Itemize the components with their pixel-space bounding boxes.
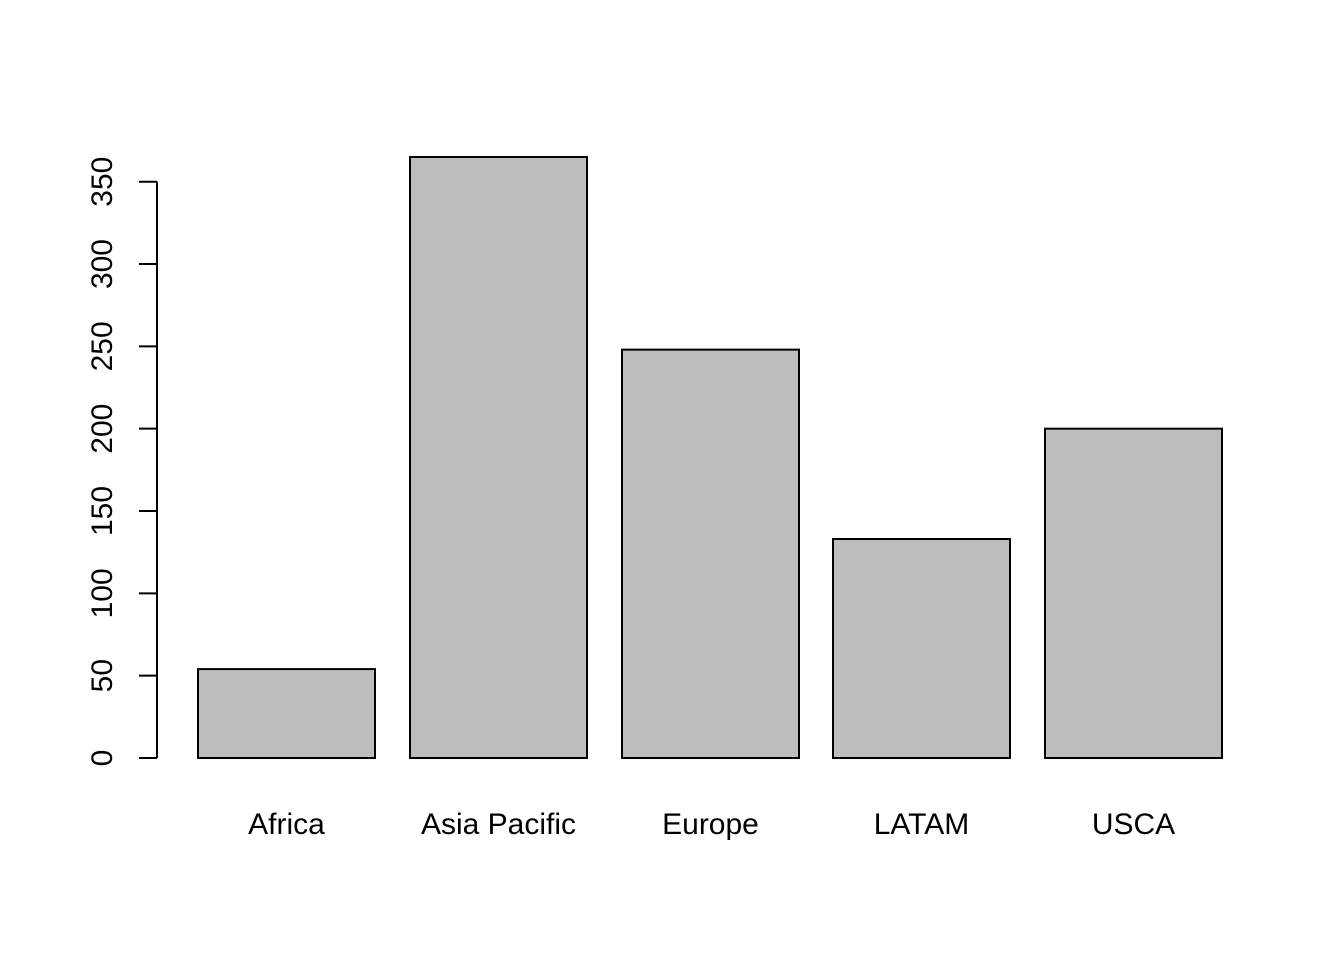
bar-latam xyxy=(832,538,1011,760)
y-tick-label: 0 xyxy=(86,750,119,767)
x-category-label: LATAM xyxy=(874,808,970,841)
x-category-label: USCA xyxy=(1092,808,1175,841)
y-axis: 0 50 100 150 200 250 300 350 xyxy=(86,157,158,767)
y-tick-label: 250 xyxy=(86,321,119,371)
x-category-labels: Africa Asia Pacific Europe LATAM USCA xyxy=(248,808,1175,841)
y-tick-label: 200 xyxy=(86,404,119,454)
y-tick-label: 50 xyxy=(86,659,119,692)
y-tick-label: 350 xyxy=(86,157,119,207)
y-tick-label: 100 xyxy=(86,568,119,618)
x-category-label: Asia Pacific xyxy=(421,808,576,841)
x-category-label: Europe xyxy=(662,808,759,841)
y-ticks: 0 50 100 150 200 250 300 350 xyxy=(86,157,157,767)
bar-usca xyxy=(1044,427,1223,759)
bar-europe xyxy=(621,348,800,759)
bars xyxy=(197,156,1223,760)
y-tick-label: 300 xyxy=(86,239,119,289)
y-tick-label: 150 xyxy=(86,486,119,536)
x-category-label: Africa xyxy=(248,808,325,841)
bar-africa xyxy=(197,668,376,760)
bar-asia-pacific xyxy=(409,156,588,759)
